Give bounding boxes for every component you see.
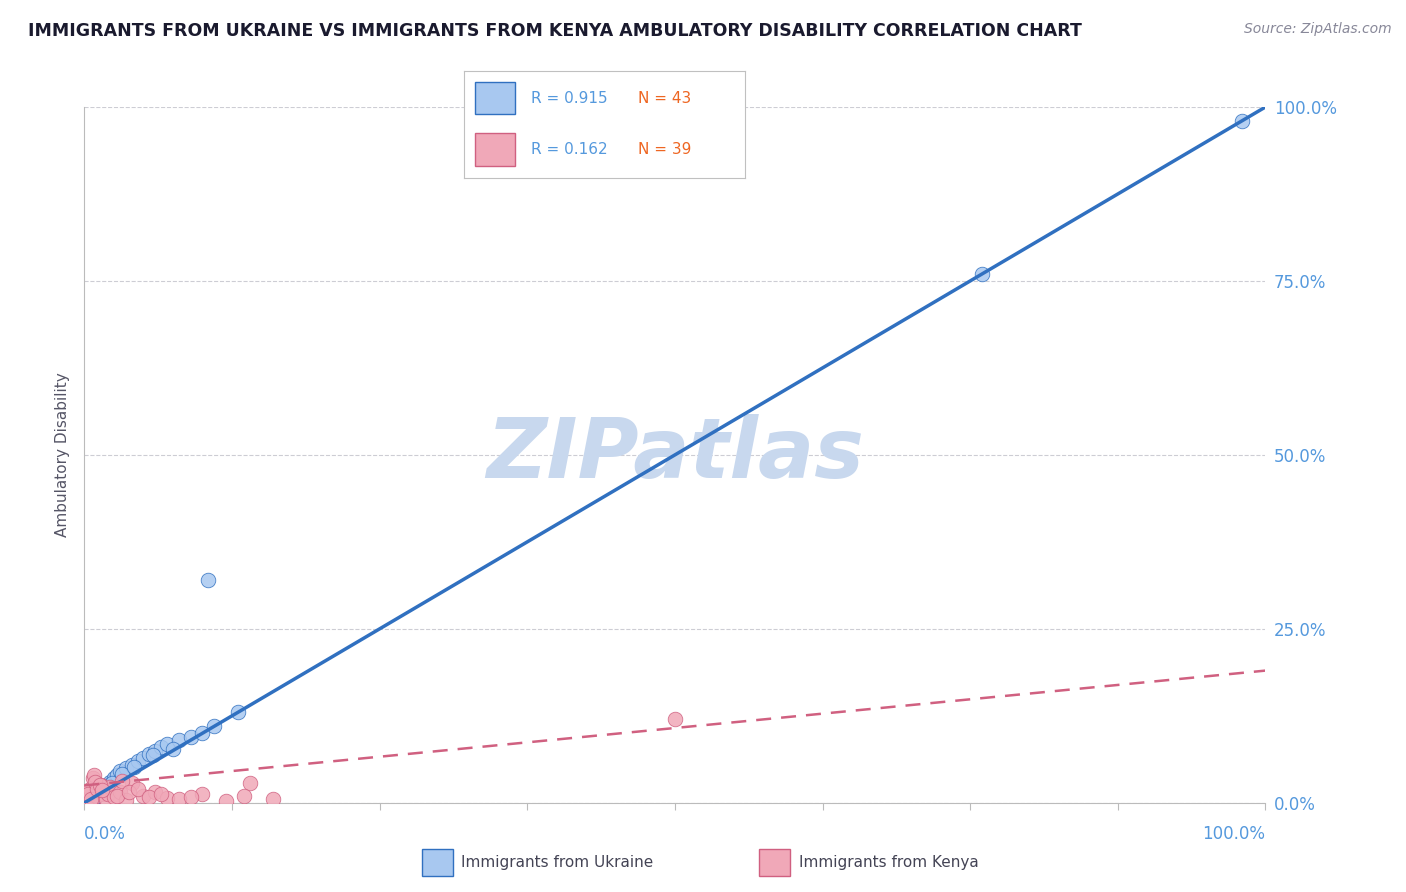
Point	[89, 778, 111, 792]
Point	[87, 783, 110, 797]
Point	[107, 789, 129, 803]
Point	[180, 790, 202, 805]
Point	[83, 768, 105, 782]
Point	[100, 776, 122, 790]
Point	[97, 778, 120, 792]
Point	[150, 787, 173, 801]
Text: 100.0%: 100.0%	[1202, 825, 1265, 843]
Point	[77, 788, 100, 802]
Point	[98, 780, 121, 795]
Point	[226, 706, 249, 720]
Point	[262, 792, 284, 806]
Point	[167, 733, 190, 747]
Point	[143, 744, 166, 758]
Point	[89, 786, 111, 800]
Point	[239, 776, 262, 790]
Text: R = 0.915: R = 0.915	[531, 91, 607, 105]
Point	[84, 789, 107, 804]
Point	[156, 737, 179, 751]
Point	[77, 794, 100, 808]
Point	[83, 790, 105, 805]
Point	[138, 789, 160, 804]
Text: Immigrants from Kenya: Immigrants from Kenya	[799, 855, 979, 870]
Point	[156, 791, 179, 805]
Point	[202, 719, 225, 733]
Point	[94, 792, 117, 806]
Point	[84, 775, 107, 789]
Text: 0.0%: 0.0%	[84, 825, 127, 843]
Point	[121, 776, 143, 790]
Point	[87, 788, 110, 802]
Point	[150, 740, 173, 755]
Point	[94, 780, 117, 795]
Text: N = 39: N = 39	[638, 142, 692, 157]
Text: R = 0.162: R = 0.162	[531, 142, 607, 157]
Point	[91, 788, 114, 802]
Point	[197, 573, 219, 587]
Text: N = 43: N = 43	[638, 91, 692, 105]
Point	[138, 747, 160, 761]
Point	[232, 789, 254, 803]
Point	[180, 730, 202, 744]
Point	[82, 772, 104, 786]
Point	[103, 790, 125, 805]
Point	[970, 267, 993, 281]
Point	[82, 791, 104, 805]
Point	[84, 789, 107, 803]
Text: ZIPatlas: ZIPatlas	[486, 415, 863, 495]
Point	[90, 785, 112, 799]
Point	[215, 794, 238, 808]
Point	[118, 785, 141, 799]
Point	[127, 781, 149, 796]
Point	[111, 773, 134, 788]
Point	[127, 754, 149, 768]
Point	[90, 778, 112, 792]
Point	[162, 741, 184, 756]
Point	[79, 781, 101, 796]
Point	[121, 757, 143, 772]
Point	[96, 779, 118, 793]
Point	[664, 712, 686, 726]
Point	[91, 783, 114, 797]
Point	[1230, 114, 1253, 128]
Point	[91, 784, 114, 798]
Point	[107, 768, 129, 782]
Point	[142, 748, 165, 763]
Point	[167, 792, 190, 806]
Point	[132, 750, 155, 764]
Y-axis label: Ambulatory Disability: Ambulatory Disability	[55, 373, 70, 537]
FancyBboxPatch shape	[475, 82, 515, 114]
Point	[132, 789, 155, 803]
Point	[86, 781, 108, 796]
Point	[91, 783, 114, 797]
Point	[191, 726, 214, 740]
Point	[77, 794, 100, 808]
Point	[80, 791, 103, 805]
Point	[98, 775, 121, 789]
FancyBboxPatch shape	[475, 134, 515, 166]
Point	[122, 759, 145, 773]
Point	[191, 788, 214, 802]
Point	[76, 792, 98, 806]
Point	[111, 766, 134, 780]
Point	[93, 781, 115, 796]
Point	[84, 789, 107, 803]
Point	[114, 761, 136, 775]
Point	[97, 787, 120, 801]
Point	[143, 785, 166, 799]
Text: Immigrants from Ukraine: Immigrants from Ukraine	[461, 855, 654, 870]
Point	[103, 772, 125, 786]
Point	[77, 788, 100, 802]
Point	[86, 788, 108, 802]
Point	[108, 764, 131, 779]
Point	[114, 793, 136, 807]
Point	[79, 793, 101, 807]
Point	[80, 791, 103, 805]
Point	[108, 785, 131, 799]
Text: Source: ZipAtlas.com: Source: ZipAtlas.com	[1244, 22, 1392, 37]
Text: IMMIGRANTS FROM UKRAINE VS IMMIGRANTS FROM KENYA AMBULATORY DISABILITY CORRELATI: IMMIGRANTS FROM UKRAINE VS IMMIGRANTS FR…	[28, 22, 1083, 40]
